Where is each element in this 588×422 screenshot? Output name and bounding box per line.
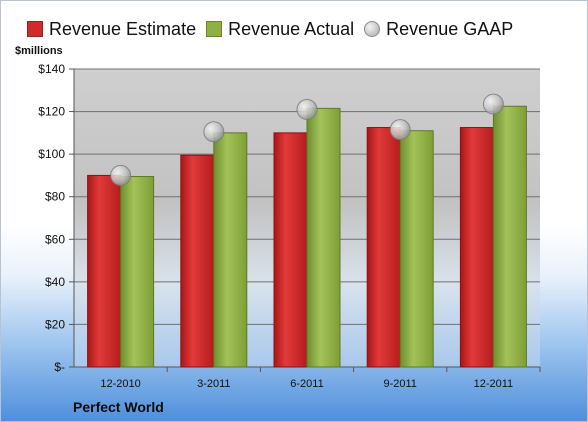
y-tick-label-80: $80 — [45, 190, 65, 204]
y-axis-unit-label: $millions — [15, 45, 63, 57]
bars — [87, 105, 527, 368]
legend-label-revenue-actual: Revenue Actual — [228, 18, 355, 39]
bar-revenue-estimate-9-2011 — [366, 127, 401, 368]
x-tick-label-6-2011: 6-2011 — [290, 378, 323, 390]
bar-revenue-actual-12-2011 — [492, 105, 527, 368]
y-tick-label-120: $120 — [38, 105, 65, 119]
x-tick-label-12-2011: 12-2011 — [474, 378, 514, 390]
gaap-marker-12-2010 — [110, 164, 132, 186]
bar-revenue-estimate-3-2011 — [180, 154, 215, 368]
gaap-marker-12-2011 — [482, 93, 504, 115]
y-tick-label-20: $20 — [45, 317, 65, 331]
y-tick-label-40: $40 — [45, 275, 65, 289]
legend-label-revenue-estimate: Revenue Estimate — [49, 18, 197, 39]
x-tick-label-12-2010: 12-2010 — [100, 378, 140, 390]
bar-revenue-estimate-12-2010 — [87, 174, 122, 368]
bar-revenue-actual-6-2011 — [306, 107, 341, 368]
y-tick-label-140: $140 — [38, 62, 65, 76]
bar-revenue-actual-9-2011 — [399, 130, 434, 368]
bar-revenue-actual-3-2011 — [213, 132, 248, 368]
legend-swatch-revenue-actual — [206, 21, 223, 37]
chart-legend: Revenue Estimate Revenue Actual Revenue … — [27, 17, 523, 41]
company-name: Perfect World — [73, 399, 164, 415]
legend-label-revenue-gaap: Revenue GAAP — [386, 18, 514, 39]
legend-swatch-revenue-gaap — [364, 21, 381, 37]
bar-revenue-actual-12-2010 — [120, 175, 155, 368]
y-tick-label-0: $- — [54, 360, 65, 374]
tick-labels: $- $20 $40 $60 $80 $100 $120 $140 12-2010 3-2011 6… — [38, 62, 513, 390]
x-tick-label-9-2011: 9-2011 — [383, 378, 416, 390]
x-tick-label-3-2011: 3-2011 — [197, 378, 230, 390]
gaap-marker-9-2011 — [389, 119, 411, 141]
y-tick-label-60: $60 — [45, 232, 65, 246]
legend-swatch-revenue-estimate — [27, 21, 43, 37]
gaap-marker-3-2011 — [203, 121, 225, 143]
legend-item-revenue-actual: Revenue Actual — [206, 19, 354, 40]
gaap-marker-6-2011 — [296, 98, 318, 120]
bar-revenue-estimate-12-2011 — [459, 127, 494, 368]
y-tick-label-100: $100 — [38, 147, 65, 161]
legend-item-revenue-estimate: Revenue Estimate — [27, 19, 196, 40]
legend-item-revenue-gaap: Revenue GAAP — [364, 19, 513, 40]
bar-revenue-estimate-6-2011 — [273, 132, 308, 368]
gaap-markers — [110, 93, 504, 186]
